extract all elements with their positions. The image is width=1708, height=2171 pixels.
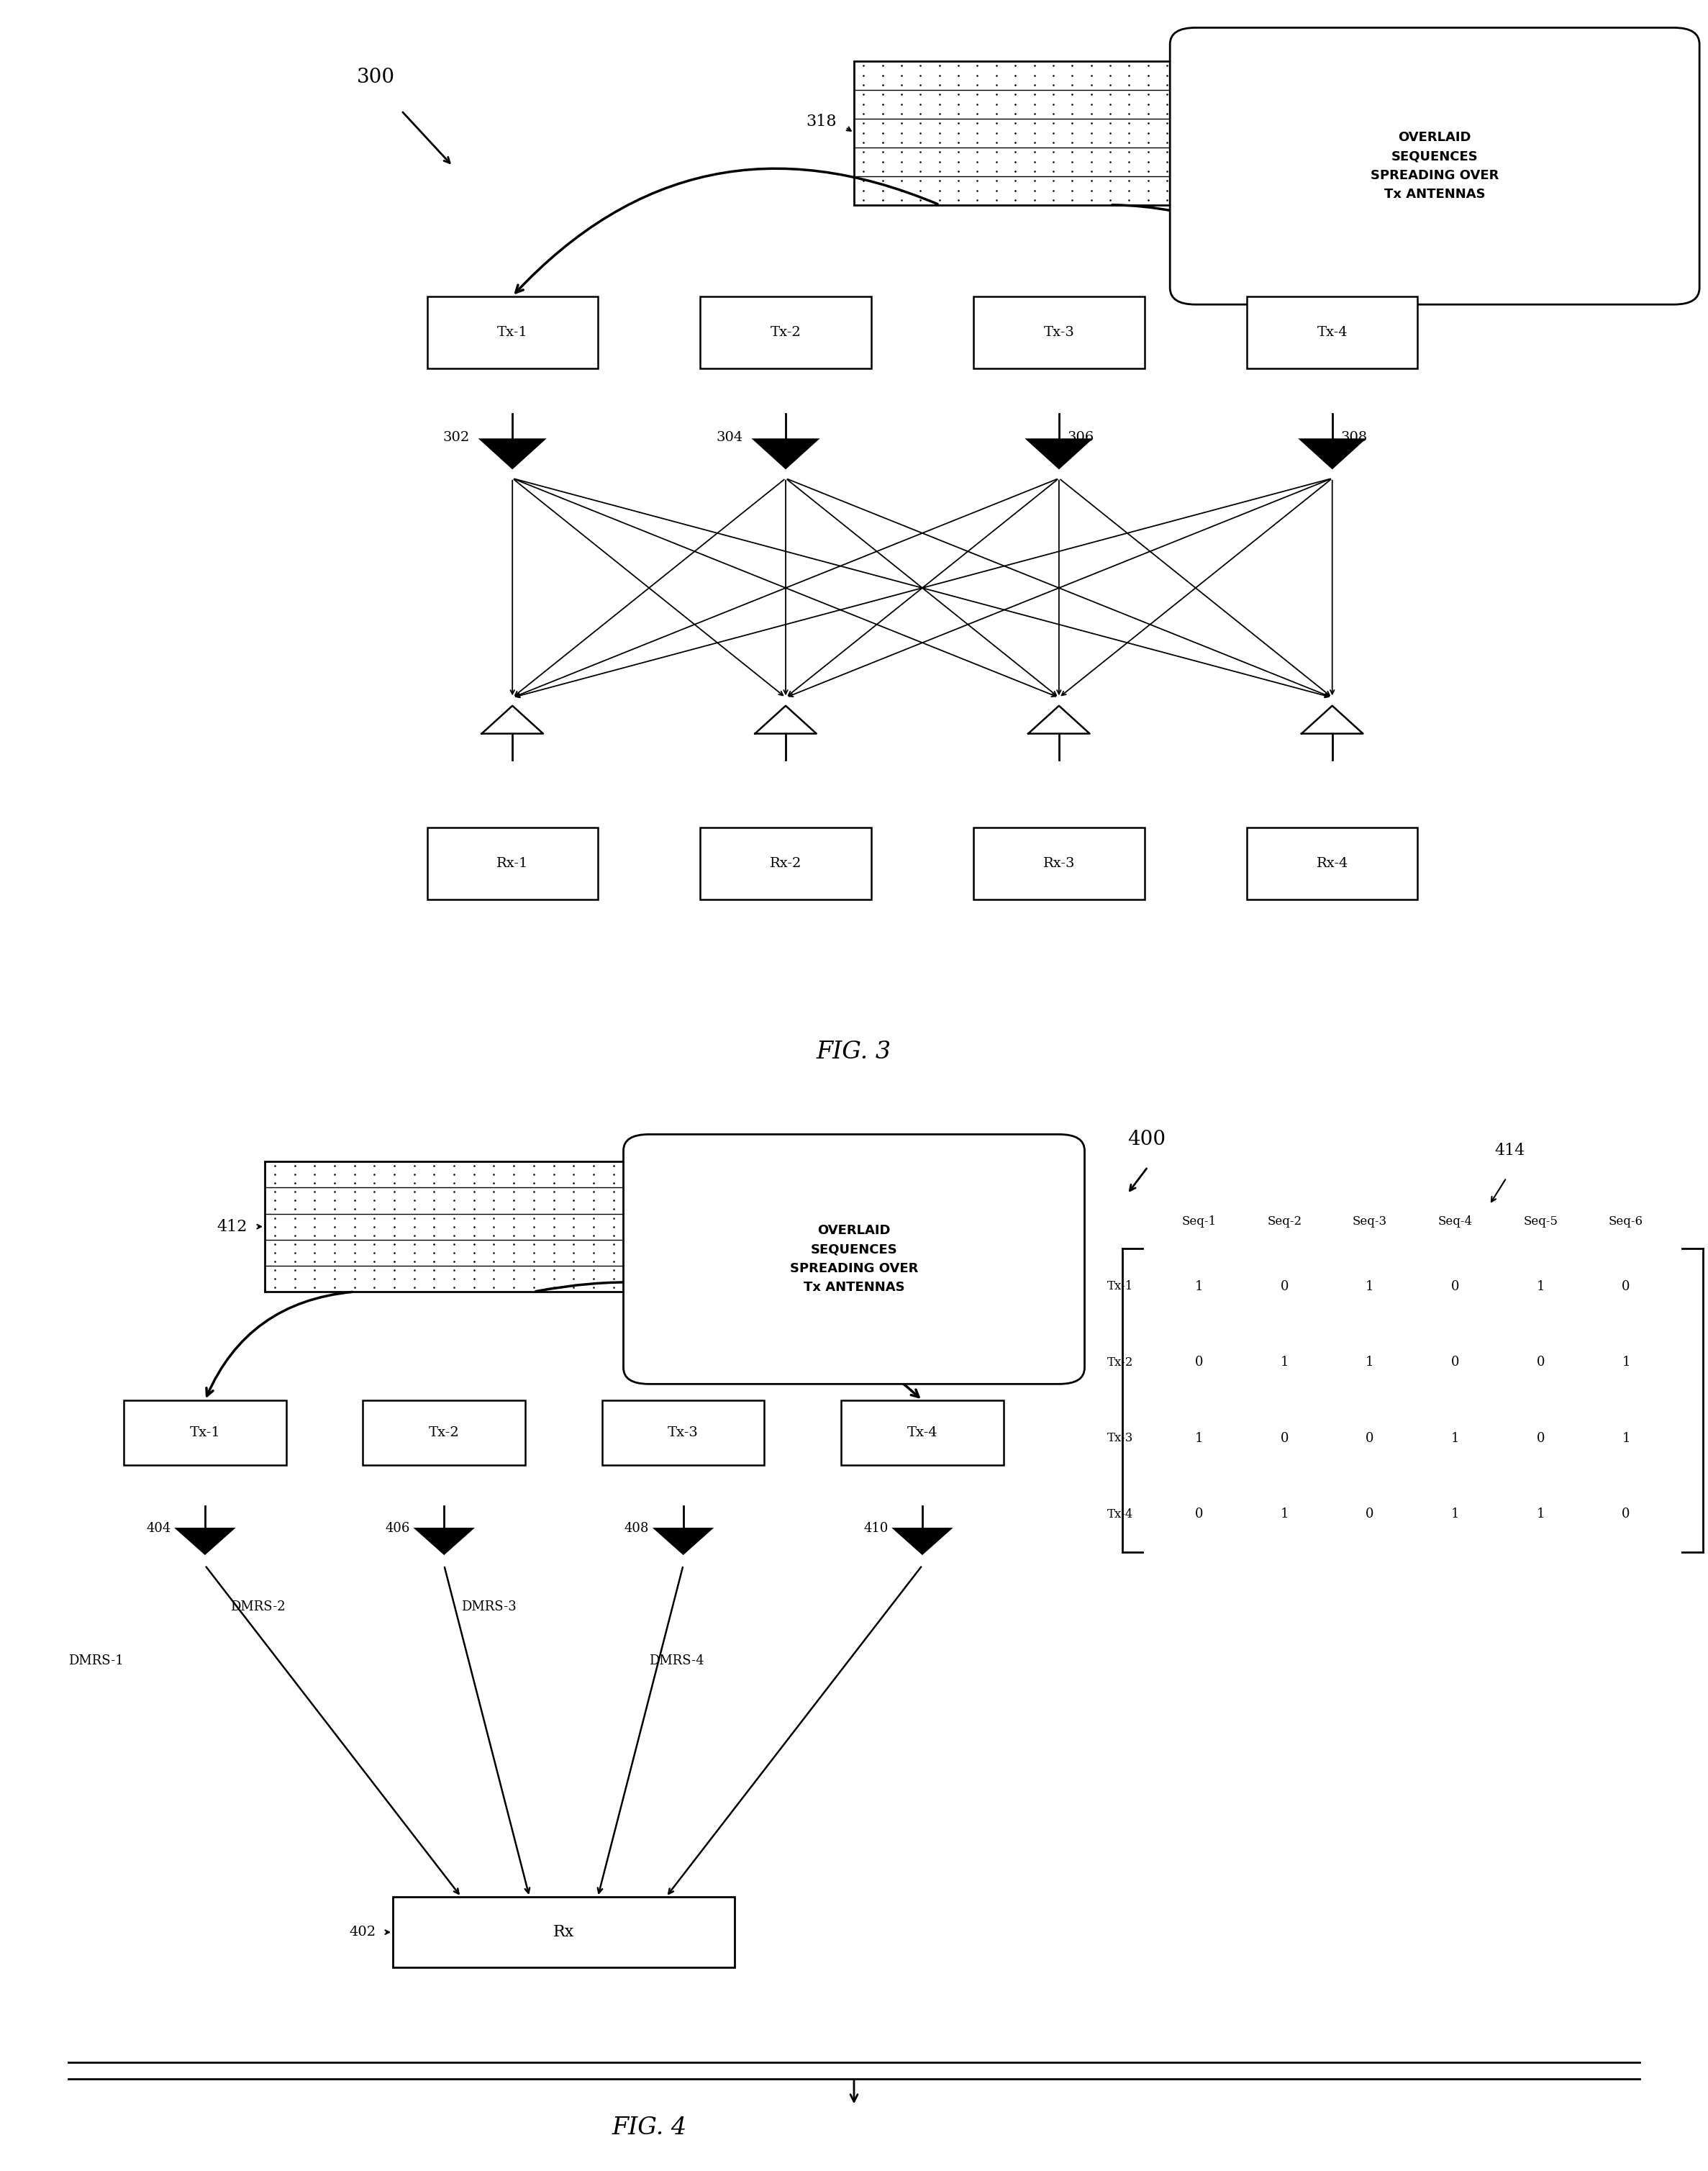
Text: 1: 1 bbox=[1366, 1357, 1373, 1368]
Text: 404: 404 bbox=[147, 1522, 171, 1535]
FancyBboxPatch shape bbox=[123, 1400, 285, 1465]
Text: 1: 1 bbox=[1537, 1281, 1544, 1292]
Text: 1: 1 bbox=[1623, 1433, 1629, 1444]
Text: OVERLAID
SEQUENCES
SPREADING OVER
Tx ANTENNAS: OVERLAID SEQUENCES SPREADING OVER Tx ANT… bbox=[789, 1224, 919, 1294]
Text: 300: 300 bbox=[357, 67, 395, 87]
Text: DMRS-2: DMRS-2 bbox=[231, 1600, 285, 1613]
FancyBboxPatch shape bbox=[1170, 28, 1699, 304]
Text: Seq-1: Seq-1 bbox=[1182, 1216, 1216, 1227]
FancyBboxPatch shape bbox=[393, 1897, 734, 1967]
Text: 314: 314 bbox=[1102, 858, 1129, 871]
Text: OVERLAID
SEQUENCES
SPREADING OVER
Tx ANTENNAS: OVERLAID SEQUENCES SPREADING OVER Tx ANT… bbox=[1370, 130, 1500, 202]
Text: Tx-4: Tx-4 bbox=[1317, 326, 1348, 339]
Text: 414: 414 bbox=[1494, 1142, 1525, 1159]
Text: 1: 1 bbox=[1623, 1357, 1629, 1368]
FancyBboxPatch shape bbox=[700, 295, 871, 369]
Text: 0: 0 bbox=[1281, 1281, 1288, 1292]
Text: 410: 410 bbox=[864, 1522, 888, 1535]
Text: 412: 412 bbox=[217, 1218, 248, 1235]
Text: 1: 1 bbox=[1366, 1281, 1373, 1292]
Text: 1: 1 bbox=[1281, 1357, 1288, 1368]
Text: 1: 1 bbox=[1196, 1281, 1202, 1292]
Text: Tx-4: Tx-4 bbox=[1107, 1509, 1134, 1520]
Text: Tx-3: Tx-3 bbox=[668, 1426, 699, 1439]
Text: Seq-5: Seq-5 bbox=[1524, 1216, 1558, 1227]
Text: DMRS-3: DMRS-3 bbox=[461, 1600, 516, 1613]
Text: 0: 0 bbox=[1281, 1433, 1288, 1444]
Text: 306: 306 bbox=[1068, 430, 1095, 443]
Text: 0: 0 bbox=[1366, 1433, 1373, 1444]
Text: 302: 302 bbox=[442, 430, 470, 443]
Polygon shape bbox=[413, 1528, 475, 1554]
Text: Tx-2: Tx-2 bbox=[429, 1426, 459, 1439]
Text: 406: 406 bbox=[386, 1522, 410, 1535]
Text: Tx-4: Tx-4 bbox=[907, 1426, 938, 1439]
Text: Tx-2: Tx-2 bbox=[1107, 1357, 1134, 1368]
Text: Seq-2: Seq-2 bbox=[1267, 1216, 1301, 1227]
FancyBboxPatch shape bbox=[364, 1400, 526, 1465]
Text: 0: 0 bbox=[1196, 1357, 1202, 1368]
Text: Seq-3: Seq-3 bbox=[1353, 1216, 1387, 1227]
FancyBboxPatch shape bbox=[601, 1400, 763, 1465]
Text: 408: 408 bbox=[625, 1522, 649, 1535]
FancyBboxPatch shape bbox=[974, 295, 1144, 369]
FancyBboxPatch shape bbox=[427, 827, 598, 899]
Text: 1: 1 bbox=[1196, 1433, 1202, 1444]
Text: Seq-4: Seq-4 bbox=[1438, 1216, 1472, 1227]
Polygon shape bbox=[752, 439, 820, 469]
Text: DMRS-1: DMRS-1 bbox=[68, 1654, 123, 1667]
Text: 312: 312 bbox=[716, 858, 743, 871]
Text: Tx-3: Tx-3 bbox=[1044, 326, 1074, 339]
Text: DMRS-4: DMRS-4 bbox=[649, 1654, 704, 1667]
Text: 318: 318 bbox=[806, 113, 837, 130]
Text: 0: 0 bbox=[1366, 1509, 1373, 1520]
Text: Tx-3: Tx-3 bbox=[1107, 1433, 1134, 1444]
Text: 402: 402 bbox=[348, 1926, 376, 1939]
Text: Rx-2: Rx-2 bbox=[770, 858, 801, 871]
Polygon shape bbox=[652, 1528, 714, 1554]
Text: 1: 1 bbox=[1452, 1433, 1459, 1444]
Text: 400: 400 bbox=[1127, 1131, 1165, 1148]
Polygon shape bbox=[1298, 439, 1366, 469]
Text: 0: 0 bbox=[1537, 1357, 1544, 1368]
FancyBboxPatch shape bbox=[974, 827, 1144, 899]
Text: 0: 0 bbox=[1452, 1357, 1459, 1368]
Text: 316: 316 bbox=[1375, 858, 1402, 871]
Text: 308: 308 bbox=[1341, 430, 1368, 443]
FancyBboxPatch shape bbox=[623, 1135, 1085, 1385]
Text: 0: 0 bbox=[1196, 1509, 1202, 1520]
Text: 310: 310 bbox=[442, 858, 470, 871]
Text: 1: 1 bbox=[1281, 1509, 1288, 1520]
Text: FIG. 3: FIG. 3 bbox=[816, 1040, 892, 1064]
Text: 304: 304 bbox=[716, 430, 743, 443]
Text: Tx-1: Tx-1 bbox=[497, 326, 528, 339]
Text: Rx-1: Rx-1 bbox=[497, 858, 528, 871]
Text: Tx-1: Tx-1 bbox=[190, 1426, 220, 1439]
Text: 0: 0 bbox=[1623, 1509, 1629, 1520]
FancyBboxPatch shape bbox=[700, 827, 871, 899]
FancyBboxPatch shape bbox=[1247, 295, 1418, 369]
Polygon shape bbox=[478, 439, 547, 469]
Text: 1: 1 bbox=[1537, 1509, 1544, 1520]
Text: 1: 1 bbox=[1452, 1509, 1459, 1520]
Polygon shape bbox=[174, 1528, 236, 1554]
Text: 0: 0 bbox=[1623, 1281, 1629, 1292]
Text: Tx-1: Tx-1 bbox=[1107, 1281, 1134, 1292]
Text: Rx-4: Rx-4 bbox=[1317, 858, 1348, 871]
Polygon shape bbox=[1025, 439, 1093, 469]
FancyBboxPatch shape bbox=[1247, 827, 1418, 899]
FancyBboxPatch shape bbox=[842, 1400, 1004, 1465]
Text: FIG. 4: FIG. 4 bbox=[611, 2117, 687, 2138]
Text: 0: 0 bbox=[1537, 1433, 1544, 1444]
Text: Rx-3: Rx-3 bbox=[1044, 858, 1074, 871]
Text: Seq-6: Seq-6 bbox=[1609, 1216, 1643, 1227]
Text: 0: 0 bbox=[1452, 1281, 1459, 1292]
FancyBboxPatch shape bbox=[427, 295, 598, 369]
Polygon shape bbox=[892, 1528, 953, 1554]
FancyBboxPatch shape bbox=[854, 61, 1196, 204]
FancyBboxPatch shape bbox=[265, 1161, 623, 1292]
Text: Tx-2: Tx-2 bbox=[770, 326, 801, 339]
Text: Rx: Rx bbox=[553, 1924, 574, 1941]
